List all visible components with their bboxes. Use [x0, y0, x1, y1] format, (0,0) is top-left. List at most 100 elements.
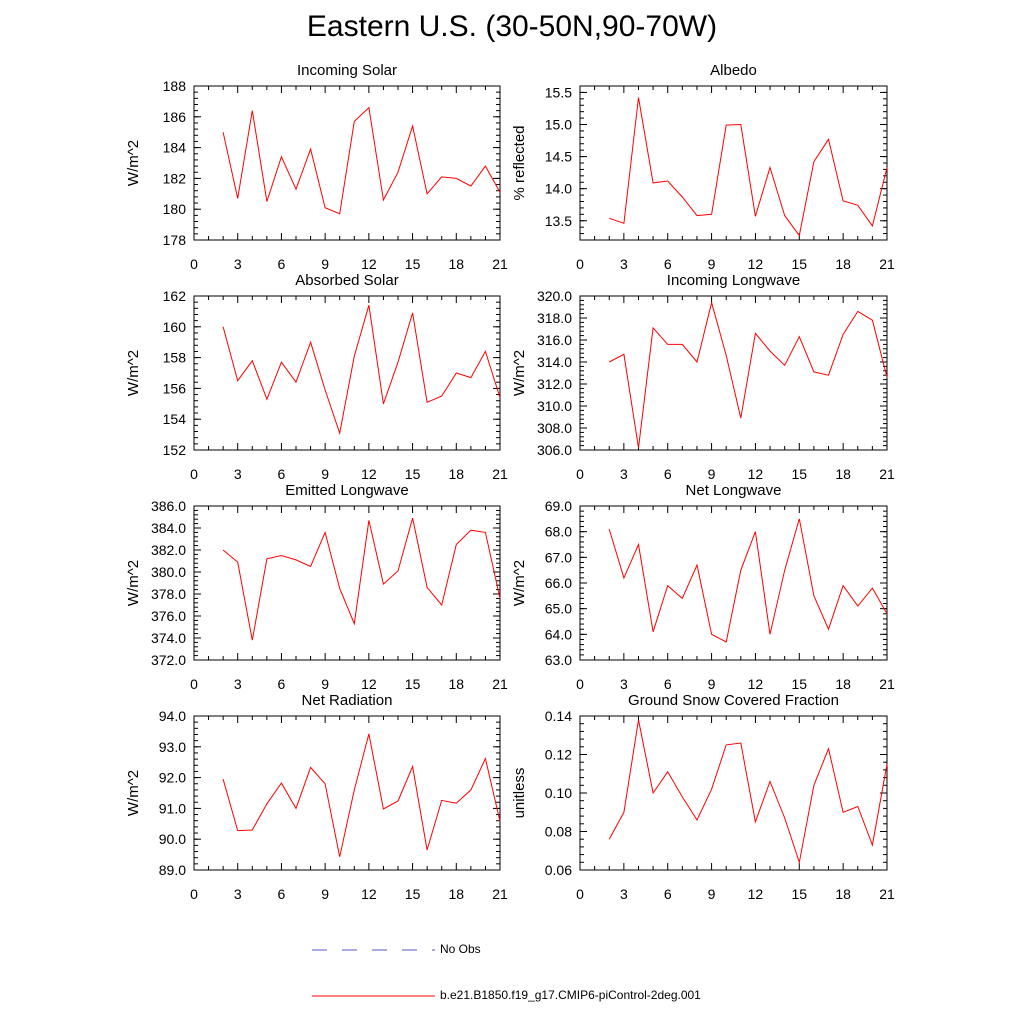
x-tick-label: 9	[321, 466, 329, 482]
y-tick-label: 376.0	[151, 608, 186, 624]
y-axis-label: W/m^2	[511, 560, 528, 606]
y-tick-label: 93.0	[159, 739, 186, 755]
y-tick-label: 318.0	[537, 310, 572, 326]
plot-frame	[579, 85, 888, 241]
x-tick-label: 21	[492, 886, 508, 902]
x-tick-label: 15	[791, 256, 807, 272]
y-tick-label: 186	[163, 109, 187, 125]
y-tick-label: 314.0	[537, 354, 572, 370]
series-line	[222, 305, 501, 436]
plot-frame	[193, 295, 501, 451]
chart-incoming-longwave: Incoming Longwave W/m^2 0 3 6 9 12 15 18 21 306.0 3…	[511, 272, 895, 482]
y-tick-label: 378.0	[151, 586, 186, 602]
y-tick-label: 188	[163, 78, 187, 94]
x-tick-label: 0	[190, 676, 198, 692]
x-tick-label: 18	[448, 466, 464, 482]
x-tick-label: 18	[835, 256, 851, 272]
x-tick-label: 21	[879, 676, 895, 692]
chart-title: Net Radiation	[302, 692, 393, 709]
chart-emitted-longwave: Emitted Longwave W/m^2 0 3 6 9 12 15 18 21 372.0 37…	[125, 482, 508, 692]
plot-frame	[193, 505, 501, 661]
y-tick-label: 162	[163, 288, 187, 304]
series-line	[608, 518, 888, 643]
chart-title: Net Longwave	[686, 482, 782, 499]
x-tick-label: 6	[664, 466, 672, 482]
x-tick-label: 0	[190, 466, 198, 482]
plot-frame	[579, 295, 888, 451]
x-tick-label: 6	[278, 676, 286, 692]
y-tick-label: 64.0	[545, 626, 572, 642]
x-tick-label: 0	[576, 256, 584, 272]
x-tick-label: 9	[321, 676, 329, 692]
x-tick-label: 21	[492, 676, 508, 692]
x-tick-label: 15	[405, 676, 421, 692]
y-tick-label: 312.0	[537, 376, 572, 392]
x-tick-label: 12	[361, 886, 377, 902]
y-tick-label: 65.0	[545, 601, 572, 617]
y-axis-label: W/m^2	[125, 770, 142, 816]
y-tick-label: 14.0	[545, 181, 572, 197]
x-tick-label: 6	[278, 256, 286, 272]
y-tick-label: 306.0	[537, 442, 572, 458]
series-line	[222, 106, 501, 215]
y-tick-label: 160	[163, 319, 187, 335]
y-tick-label: 184	[163, 140, 187, 156]
x-tick-label: 0	[190, 886, 198, 902]
y-tick-label: 0.12	[545, 747, 572, 763]
chart-incoming-solar: Incoming Solar W/m^2 0 3 6 9 12 15 18 21 178 180 182…	[125, 62, 508, 272]
x-tick-label: 21	[492, 256, 508, 272]
series-line	[609, 97, 888, 237]
x-tick-label: 9	[708, 256, 716, 272]
chart-ground-snow-covered-fraction: Ground Snow Covered Fraction unitless 0 3 6 9…	[511, 692, 895, 902]
x-tick-label: 0	[576, 886, 584, 902]
chart-title: Absorbed Solar	[295, 272, 398, 289]
chart-albedo: Albedo % reflected 0 3 6 9 12 15 18 21 13.5 14.0 14.…	[511, 62, 895, 272]
y-tick-label: 308.0	[537, 420, 572, 436]
y-tick-label: 154	[163, 411, 187, 427]
x-tick-label: 21	[879, 886, 895, 902]
x-tick-label: 6	[664, 676, 672, 692]
x-tick-label: 21	[879, 466, 895, 482]
y-tick-label: 180	[163, 201, 187, 217]
y-tick-label: 68.0	[545, 524, 572, 540]
y-tick-label: 158	[163, 350, 187, 366]
y-tick-label: 178	[163, 232, 187, 248]
y-axis-label: % reflected	[511, 125, 528, 200]
x-tick-label: 18	[448, 256, 464, 272]
series-line	[222, 517, 501, 641]
chart-absorbed-solar: Absorbed Solar W/m^2 0 3 6 9 12 15 18 21 152 154 156…	[125, 272, 508, 482]
y-tick-label: 69.0	[545, 498, 572, 514]
x-tick-label: 3	[234, 886, 242, 902]
y-axis-label: W/m^2	[511, 350, 528, 396]
y-tick-label: 0.08	[545, 824, 572, 840]
x-tick-label: 6	[664, 886, 672, 902]
x-tick-label: 15	[791, 676, 807, 692]
plot-frame	[579, 505, 888, 661]
chart-title: Incoming Longwave	[667, 272, 800, 289]
x-tick-label: 9	[708, 676, 716, 692]
x-tick-label: 9	[321, 256, 329, 272]
x-tick-label: 0	[576, 676, 584, 692]
x-tick-label: 9	[708, 466, 716, 482]
figure-title: Eastern U.S. (30-50N,90-70W)	[306, 10, 718, 43]
x-tick-label: 12	[748, 256, 764, 272]
x-tick-label: 15	[791, 886, 807, 902]
y-tick-label: 66.0	[545, 575, 572, 591]
y-tick-label: 92.0	[159, 770, 186, 786]
x-tick-label: 3	[234, 676, 242, 692]
x-tick-label: 12	[748, 886, 764, 902]
x-tick-label: 3	[234, 256, 242, 272]
chart-title: Incoming Solar	[297, 62, 397, 79]
y-tick-label: 372.0	[151, 652, 186, 668]
y-tick-label: 0.06	[545, 862, 572, 878]
y-tick-label: 320.0	[537, 288, 572, 304]
plot-frame	[193, 85, 501, 241]
x-tick-label: 18	[835, 676, 851, 692]
y-axis-label: W/m^2	[125, 140, 142, 186]
y-tick-label: 14.5	[545, 149, 572, 165]
y-tick-label: 316.0	[537, 332, 572, 348]
y-tick-label: 89.0	[159, 862, 186, 878]
x-tick-label: 6	[278, 886, 286, 902]
y-tick-label: 374.0	[151, 630, 186, 646]
y-tick-label: 384.0	[151, 520, 186, 536]
